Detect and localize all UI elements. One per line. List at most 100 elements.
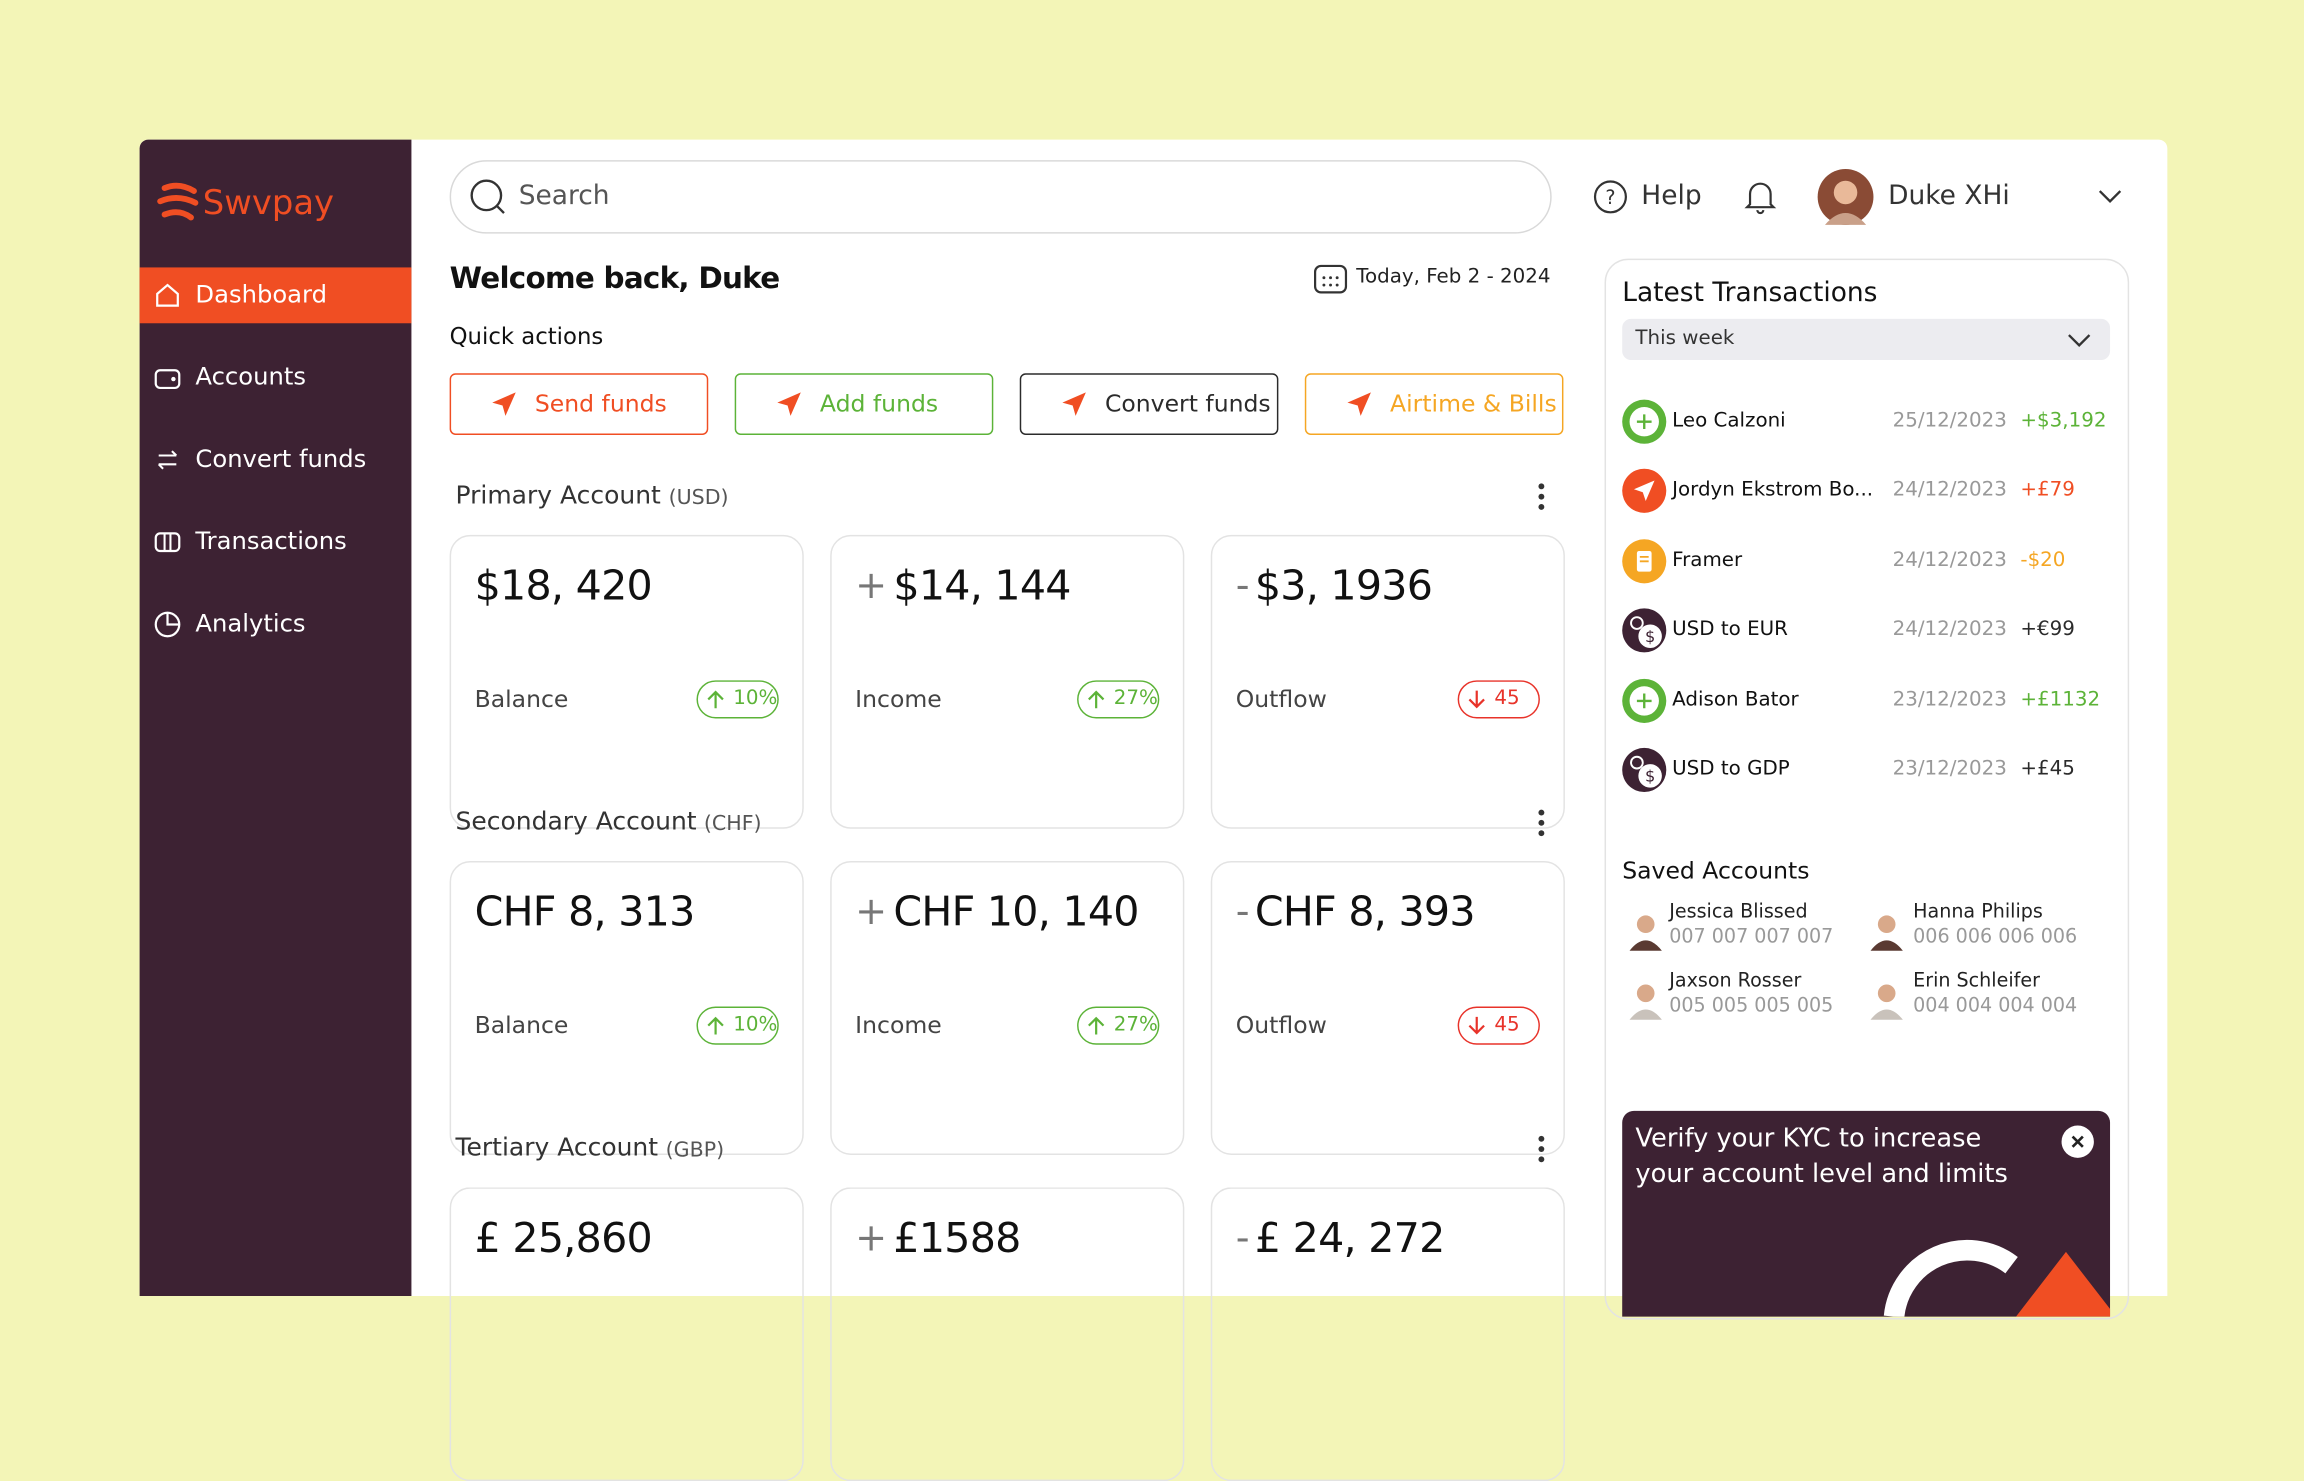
amount-sign: - xyxy=(1235,890,1250,935)
badge xyxy=(1077,680,1160,719)
svg-text:?: ? xyxy=(1605,186,1615,209)
saved-name: Jessica Blissed xyxy=(1669,901,1808,924)
badge xyxy=(1457,680,1540,719)
date-label: Today, Feb 2 - 2024 xyxy=(1356,264,1551,289)
kyc-close[interactable] xyxy=(2061,1125,2094,1158)
user-name: Duke XHi xyxy=(1888,180,2010,212)
account-card xyxy=(1210,534,1565,829)
account-currency: (GBP) xyxy=(665,1138,725,1163)
kyc-text: Verify your KYC to increase xyxy=(1635,1124,1982,1154)
badge-arrow xyxy=(1088,690,1105,709)
nav-item[interactable]: Transactions xyxy=(195,527,347,556)
saved-avatar xyxy=(1866,978,1908,1020)
action-button[interactable] xyxy=(449,373,709,435)
transaction-icon xyxy=(1622,469,1667,514)
transaction-date: 23/12/2023 xyxy=(1892,757,2007,781)
search-placeholder: Search xyxy=(518,180,610,212)
help-link[interactable]: Help xyxy=(1641,180,1702,212)
amount-sign: + xyxy=(855,564,888,609)
bell-icon[interactable] xyxy=(1743,178,1778,216)
nav-icon xyxy=(154,611,181,638)
transaction-icon xyxy=(1622,399,1667,444)
badge-text: 27% xyxy=(1113,1012,1158,1037)
amount: CHF 10, 140 xyxy=(893,887,1139,937)
amount: $3, 1936 xyxy=(1254,561,1433,610)
transaction-date: 24/12/2023 xyxy=(1892,617,2007,642)
transaction-icon xyxy=(1622,678,1667,723)
search-icon xyxy=(470,179,505,214)
action-icon xyxy=(1062,392,1086,416)
transaction-icon: $ xyxy=(1622,608,1667,653)
transaction-date: 23/12/2023 xyxy=(1892,687,2007,711)
badge-arrow xyxy=(1468,1016,1485,1035)
transaction-name: Adison Bator xyxy=(1672,687,1799,711)
badge-text: 10% xyxy=(733,1012,778,1037)
account-title: Tertiary Account xyxy=(455,1133,659,1164)
card-label: Balance xyxy=(474,1010,569,1039)
nav-item[interactable]: Convert funds xyxy=(195,444,367,473)
help-icon[interactable]: ? xyxy=(1593,179,1628,214)
action-label[interactable]: Airtime & Bills xyxy=(1390,389,1557,418)
card-label: Income xyxy=(855,684,942,713)
badge-text: 45 xyxy=(1494,686,1520,711)
avatar[interactable] xyxy=(1817,168,1874,225)
latest-title: Latest Transactions xyxy=(1622,277,1878,309)
nav-icon xyxy=(154,369,181,390)
user-menu-chevron[interactable] xyxy=(2097,188,2123,206)
badge xyxy=(1457,1006,1540,1045)
saved-number: 005 005 005 005 xyxy=(1669,995,1834,1018)
saved-number: 004 004 004 004 xyxy=(1913,995,2078,1018)
nav-icon xyxy=(157,450,178,470)
transaction-icon: $ xyxy=(1622,747,1667,793)
card-label: Balance xyxy=(474,684,569,713)
account-card xyxy=(830,534,1185,829)
nav-item[interactable]: Accounts xyxy=(195,362,306,391)
search-bar[interactable] xyxy=(449,160,1552,234)
kyc-text: your account level and limits xyxy=(1635,1159,2008,1190)
saved-number: 006 006 006 006 xyxy=(1913,926,2078,949)
transaction-amount: +£45 xyxy=(2020,757,2075,781)
account-card xyxy=(449,534,804,829)
account-title: Primary Account xyxy=(455,481,661,511)
quick-actions-title: Quick actions xyxy=(449,323,604,351)
nav-icon xyxy=(156,283,179,307)
amount: £ 24, 272 xyxy=(1254,1213,1445,1263)
transaction-name: USD to GDP xyxy=(1672,757,1790,781)
saved-name: Erin Schleifer xyxy=(1913,970,2040,993)
nav-active-bg xyxy=(139,267,412,324)
account-card xyxy=(830,861,1185,1155)
nav-item[interactable]: Dashboard xyxy=(195,280,327,309)
saved-avatar xyxy=(1625,909,1667,951)
svg-text:$: $ xyxy=(1645,767,1655,786)
transaction-date: 25/12/2023 xyxy=(1892,408,2007,433)
amount: £ 25,860 xyxy=(474,1213,653,1263)
kyc-banner xyxy=(1622,1110,2111,1317)
action-button[interactable] xyxy=(1019,373,1279,435)
amount: £1588 xyxy=(893,1213,1021,1263)
action-label[interactable]: Add funds xyxy=(819,389,939,418)
badge-arrow xyxy=(707,690,724,709)
account-currency: (USD) xyxy=(668,486,729,510)
badge xyxy=(1077,1006,1160,1045)
action-button[interactable] xyxy=(734,373,994,435)
amount-sign: + xyxy=(855,890,888,935)
account-currency: (CHF) xyxy=(703,812,762,837)
filter-label: This week xyxy=(1635,326,1735,351)
badge-text: 27% xyxy=(1113,686,1158,711)
amount-sign: - xyxy=(1235,564,1250,609)
amount-sign: + xyxy=(855,1216,888,1261)
card-label: Income xyxy=(855,1010,942,1039)
action-label[interactable]: Send funds xyxy=(534,389,667,418)
account-menu xyxy=(1538,483,1545,510)
account-menu xyxy=(1538,809,1545,837)
amount-sign: - xyxy=(1235,1216,1250,1261)
filter-dropdown[interactable] xyxy=(1622,318,2111,361)
action-icon xyxy=(1347,392,1371,416)
action-label[interactable]: Convert funds xyxy=(1104,389,1271,418)
transaction-date: 24/12/2023 xyxy=(1892,478,2007,503)
nav-item[interactable]: Analytics xyxy=(195,609,306,638)
action-button[interactable] xyxy=(1304,373,1564,435)
filter-chevron xyxy=(2068,334,2091,347)
app: ? Swvpay Dashboard Accounts Convert funds Tr… xyxy=(139,139,2168,1481)
saved-name: Jaxson Rosser xyxy=(1669,970,1802,993)
